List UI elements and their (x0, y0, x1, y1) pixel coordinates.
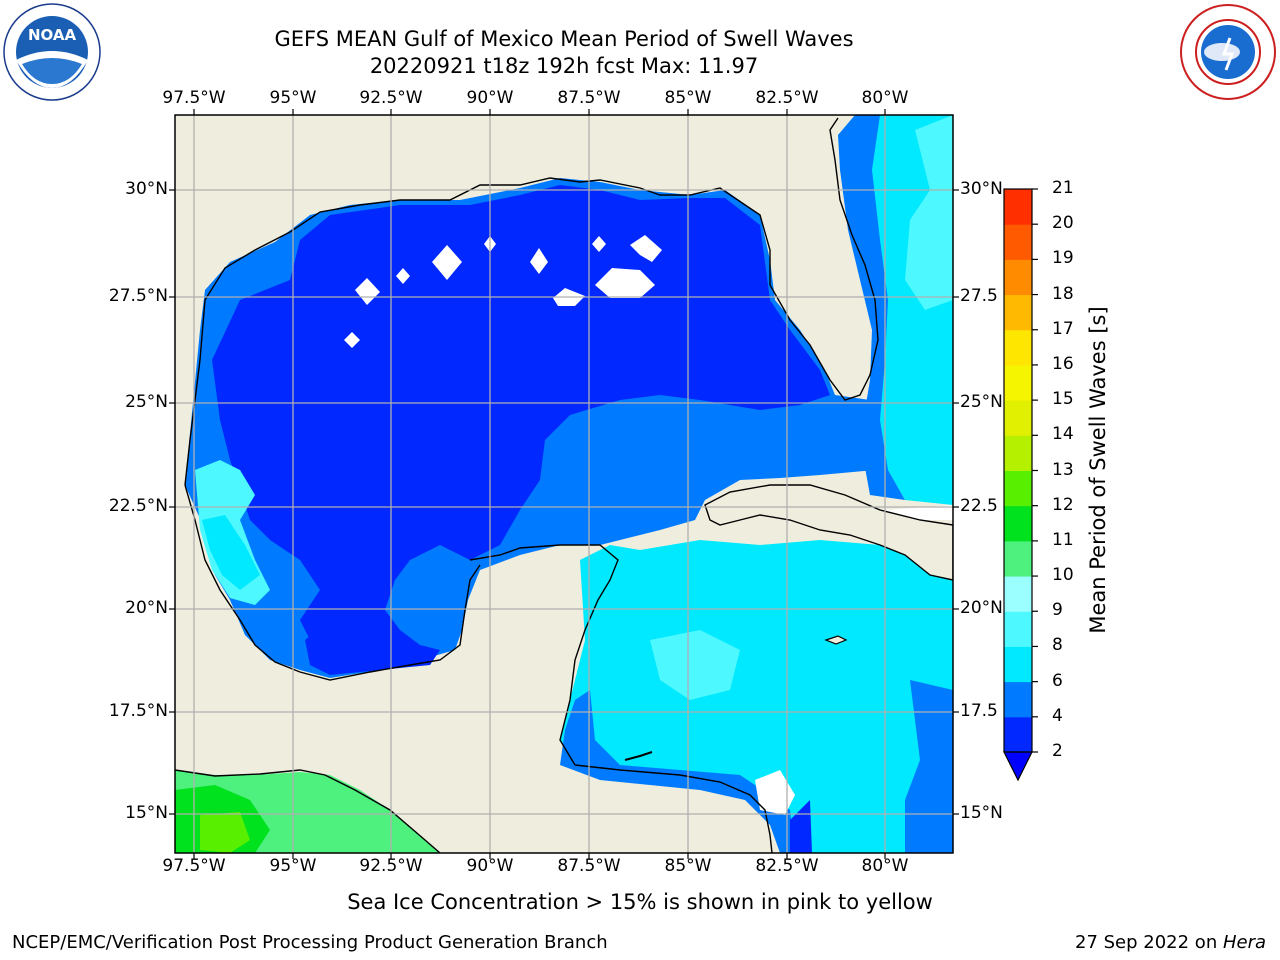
colorbar-tick-label: 6 (1052, 670, 1063, 691)
caribbean-blue-band (560, 690, 795, 853)
colorbar-tick-label: 15 (1052, 389, 1074, 410)
colorbar-segment (1004, 540, 1032, 577)
small-islands (624, 751, 653, 761)
atlantic-coastal-band (838, 115, 905, 500)
colorbar-segment (1004, 224, 1032, 260)
colorbar-segment (1004, 400, 1032, 436)
lon-tick-label-top: 97.5°W (162, 88, 226, 108)
colorbar-under-triangle (1003, 751, 1033, 782)
chart-title: GEFS MEAN Gulf of Mexico Mean Period of … (274, 27, 854, 51)
colorbar-segment (1004, 716, 1032, 753)
colorbar-tick-label: 14 (1052, 424, 1074, 445)
mexico-coastline (184, 484, 481, 681)
colorbar-segment (1004, 364, 1032, 401)
lat-lon-grid (175, 115, 953, 853)
caribbean-deep-blue (790, 800, 812, 853)
lon-tick-label-top: 85°W (664, 88, 712, 108)
lon-tick-label-bottom: 87.5°W (557, 856, 621, 876)
map-frame (174, 114, 954, 854)
lon-tick-label-top: 92.5°W (359, 88, 423, 108)
axis-ticks (169, 109, 959, 859)
colorbar-tick-label: 2 (1052, 741, 1063, 761)
colorbar-tick-label: 19 (1052, 248, 1074, 269)
lon-tick-label-bottom: 97.5°W (162, 856, 226, 876)
pacific-lime-patch (200, 812, 250, 853)
colorbar-segment (1004, 646, 1032, 683)
lon-tick-label-top: 90°W (466, 88, 514, 108)
lon-tick-label-top: 80°W (861, 88, 909, 108)
colorbar-tick-label: 13 (1052, 459, 1074, 480)
lat-tick-label-right: 15°N (960, 803, 1003, 823)
lon-tick-label-top: 95°W (269, 88, 317, 108)
colorbar-tick-label: 17 (1052, 318, 1074, 339)
caribbean-cyan-patch (650, 630, 740, 700)
noaa-logo: NOAA (3, 3, 101, 101)
lon-tick-label-bottom: 95°W (269, 856, 317, 876)
gulf-coastline (184, 117, 879, 486)
lat-tick-label-left: 22.5°N (108, 496, 168, 516)
footer-host: Hera (1222, 932, 1266, 953)
lat-tick-label-right: 30°N (960, 179, 1003, 199)
colorbar-tick-label: 16 (1052, 353, 1074, 374)
colorbar-tick-label: 12 (1052, 494, 1074, 515)
lon-tick-label-bottom: 85°W (664, 856, 712, 876)
colorbar-tick-label: 21 (1052, 178, 1074, 198)
lat-tick-label-left: 17.5°N (108, 701, 168, 721)
lat-tick-label-left: 20°N (125, 598, 168, 618)
caribbean-east-blue (905, 680, 953, 853)
gulf-deep-blue-south (305, 610, 440, 675)
colorbar-segment (1004, 189, 1032, 225)
western-gulf-cyan-patch (202, 515, 260, 590)
colorbar-label: Mean Period of Swell Waves [s] (1086, 306, 1110, 634)
sea-ice-caption: Sea Ice Concentration > 15% is shown in … (347, 890, 933, 914)
lat-tick-label-left: 15°N (125, 803, 168, 823)
lat-tick-label-right: 25°N (960, 392, 1003, 412)
colorbar-segment (1004, 294, 1032, 331)
colorbar-tick-label: 9 (1052, 600, 1063, 621)
colorbar-segment (1004, 470, 1032, 507)
colorbar-tick-label: 11 (1052, 529, 1074, 550)
chart-subtitle: 20220921 t18z 192h fcst Max: 11.97 (369, 54, 759, 78)
lon-tick-label-bottom: 82.5°W (755, 856, 819, 876)
cuba-land (704, 484, 953, 581)
colorbar-tick-label: 4 (1052, 705, 1063, 726)
lat-tick-label-right: 22.5 (960, 496, 998, 516)
atlantic-offshore-patch (905, 115, 953, 310)
nws-logo (1180, 4, 1276, 100)
colorbar-tick-label: 10 (1052, 565, 1074, 586)
colorbar-tick-label: 20 (1052, 213, 1074, 234)
lon-tick-label-bottom: 90°W (466, 856, 514, 876)
lon-tick-label-bottom: 92.5°W (359, 856, 423, 876)
footer-credit: NCEP/EMC/Verification Post Processing Pr… (12, 932, 608, 953)
noaa-logo-text: NOAA (28, 26, 77, 44)
footer-date: 27 Sep 2022 on Hera (1075, 932, 1266, 953)
lon-tick-label-bottom: 80°W (861, 856, 909, 876)
lon-tick-label-top: 87.5°W (557, 88, 621, 108)
lat-tick-label-left: 30°N (125, 179, 168, 199)
lat-tick-label-right: 17.5 (960, 701, 998, 721)
colorbar-segment (1004, 329, 1032, 366)
lat-tick-label-right: 27.5 (960, 286, 998, 306)
colorbar-segment (1004, 259, 1032, 296)
yucatan-coastline (469, 544, 619, 766)
footer-date-text: 27 Sep 2022 on (1075, 932, 1223, 953)
colorbar-segment (1004, 611, 1032, 647)
lat-tick-label-right: 20°N (960, 598, 1003, 618)
colorbar-tick-label: 8 (1052, 635, 1063, 656)
colorbar-tick-label: 18 (1052, 283, 1074, 304)
honduras-coastline (574, 764, 773, 853)
lat-tick-label-left: 27.5°N (108, 286, 168, 306)
colorbar-segment (1004, 681, 1032, 718)
colorbar-segment (1004, 576, 1032, 612)
central-america-coastline (175, 769, 441, 853)
jamaica-island (824, 635, 848, 645)
lat-tick-label-left: 25°N (125, 392, 168, 412)
colorbar-segment (1004, 505, 1032, 542)
lon-tick-label-top: 82.5°W (755, 88, 819, 108)
caribbean-water-region (560, 540, 953, 853)
colorbar-segment (1004, 435, 1032, 471)
